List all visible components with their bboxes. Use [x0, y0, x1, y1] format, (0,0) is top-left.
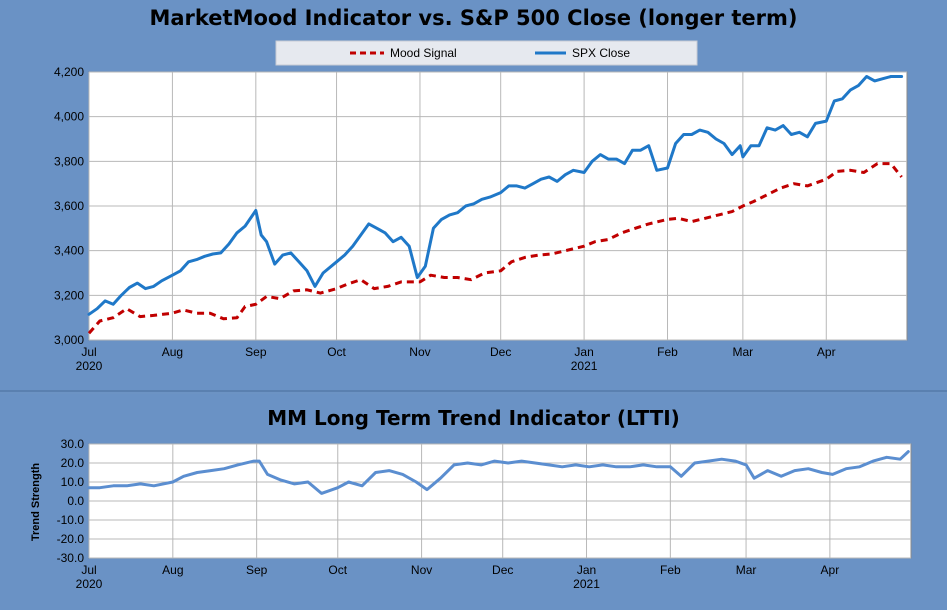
ltti-y-tick-label: 0.0	[67, 494, 84, 508]
mood-y-tick-label: 3,400	[54, 244, 84, 258]
mood-series-line-1	[87, 75, 904, 316]
mood-grid	[88, 71, 907, 341]
mood-y-tick-label: 3,600	[54, 199, 84, 213]
ltti-x-tick-label: Jan	[577, 563, 596, 577]
mood-x-tick-label: Mar	[733, 345, 754, 359]
mood-y-tick-label: 3,200	[54, 288, 84, 302]
ltti-x-year-label: 2020	[76, 577, 103, 591]
mood-series-group	[87, 75, 904, 335]
ltti-x-tick-label: Sep	[246, 563, 268, 577]
ltti-y-tick-label: 30.0	[61, 437, 85, 451]
mood-x-tick-label: Dec	[490, 345, 511, 359]
ltti-x-tick-label: Feb	[660, 563, 681, 577]
mood-chart-svg: Mood Signal SPX Close 3,000 3,200 3,400 3,6…	[54, 40, 908, 373]
ltti-x-tick-label: Nov	[411, 563, 432, 577]
ltti-chart-title: MM Long Term Trend Indicator (LTTI)	[267, 406, 680, 430]
mood-x-tick-label: Jan	[574, 345, 593, 359]
mood-legend-box	[275, 40, 698, 66]
mood-y-tick-label: 4,200	[54, 65, 84, 79]
ltti-x-tick-label: Jul	[81, 563, 96, 577]
ltti-x-tick-label: Mar	[736, 563, 757, 577]
mood-x-year-label: 2020	[76, 359, 103, 373]
ltti-x-tick-label: Apr	[821, 563, 840, 577]
ltti-series-line-0	[87, 450, 910, 495]
mood-x-tick-label: Jul	[81, 345, 96, 359]
ltti-y-tick-label: -20.0	[57, 532, 85, 546]
mood-chart-title: MarketMood Indicator vs. S&P 500 Close (…	[149, 6, 798, 30]
ltti-y-tick-label: -30.0	[57, 551, 85, 565]
mood-x-tick-label: Nov	[409, 345, 430, 359]
mood-y-tick-label: 3,800	[54, 154, 84, 168]
ltti-x-year-label: 2021	[573, 577, 600, 591]
ltti-y-tick-label: 20.0	[61, 456, 85, 470]
ltti-x-tick-label: Dec	[492, 563, 513, 577]
mood-chart-panel: MarketMood Indicator vs. S&P 500 Close (…	[0, 6, 947, 392]
ltti-x-tick-label: Oct	[328, 563, 347, 577]
mood-axis-labels: 3,0003,2003,4003,6003,8004,0004,200Jul20…	[54, 65, 836, 373]
ltti-y-tick-label: 10.0	[61, 475, 85, 489]
mood-x-tick-label: Feb	[657, 345, 678, 359]
mood-x-tick-label: Sep	[245, 345, 267, 359]
mood-series-line-0	[87, 162, 903, 335]
mood-x-tick-label: Apr	[817, 345, 836, 359]
mood-y-tick-label: 4,000	[54, 110, 84, 124]
mood-x-year-label: 2021	[571, 359, 598, 373]
spx-legend-label: SPX Close	[572, 46, 630, 60]
mood-x-tick-label: Oct	[327, 345, 346, 359]
ltti-x-tick-label: Aug	[162, 563, 183, 577]
mood-x-tick-label: Aug	[162, 345, 183, 359]
mood-legend-label: Mood Signal	[390, 46, 457, 60]
mood-y-tick-label: 3,000	[54, 333, 84, 347]
ltti-series-group	[87, 450, 910, 495]
ltti-chart-panel: MM Long Term Trend Indicator (LTTI) 30.0…	[0, 394, 947, 610]
ltti-y-axis-label: Trend Strength	[30, 463, 42, 542]
ltti-y-tick-label: -10.0	[57, 513, 85, 527]
